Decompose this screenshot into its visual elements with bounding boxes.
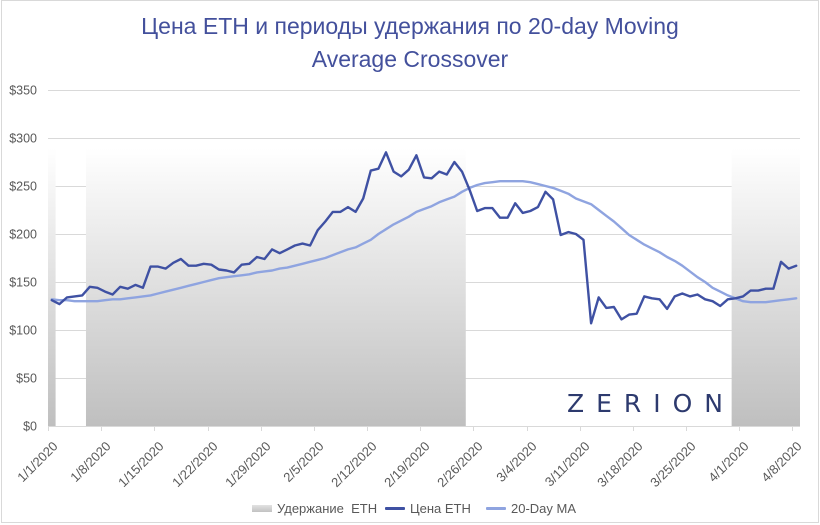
holding-period-bar: [48, 147, 56, 426]
y-axis-labels: $0 $50 $100 $150 $200 $250 $300 $350: [9, 84, 37, 434]
y-tick-label: $150: [9, 276, 37, 290]
chart-title-line-1: Цена ETH и периоды удержания по 20-day M…: [141, 13, 679, 39]
series-lines: [50, 151, 798, 325]
x-tick-label: 4/1/2020: [705, 439, 751, 485]
legend-swatch-holding-bar-icon: [252, 504, 272, 512]
x-tick-label: 1/29/2020: [222, 439, 274, 491]
eth-price-line: [50, 151, 798, 325]
y-tick-label: $300: [9, 132, 37, 146]
x-axis: [48, 426, 800, 431]
x-axis-labels: 1/1/2020 1/8/2020 1/15/2020 1/22/2020 1/29/2…: [14, 439, 804, 491]
x-tick-label: 1/15/2020: [115, 439, 167, 491]
legend-item-eth-price: Цена ETH: [385, 498, 471, 518]
y-tick-label: $250: [9, 180, 37, 194]
x-tick-label: 4/8/2020: [758, 439, 804, 485]
x-tick-label: 3/4/2020: [493, 439, 539, 485]
x-tick-label: 2/5/2020: [280, 439, 326, 485]
legend-swatch-ma-line-icon: [486, 506, 506, 510]
y-tick-label: $350: [9, 84, 37, 98]
legend-label-ma: 20-Day MA: [511, 500, 577, 516]
legend-item-ma: 20-Day MA: [486, 498, 576, 518]
holding-period-bar: [731, 147, 800, 426]
y-tick-label: $200: [9, 228, 37, 242]
ma-20-day-line: [50, 179, 798, 304]
x-tick-label: 2/26/2020: [434, 439, 486, 491]
x-tick-label: 3/11/2020: [542, 439, 593, 490]
x-tick-label: 2/19/2020: [381, 439, 433, 491]
holding-periods: [48, 147, 800, 426]
x-tick-label: 3/18/2020: [594, 439, 646, 491]
y-tick-label: $0: [23, 420, 37, 434]
x-tick-label: 1/1/2020: [14, 439, 60, 485]
zerion-watermark-logo: ZERION: [567, 389, 723, 418]
chart-legend: Удержание ETH Цена ETH 20-Day MA: [0, 498, 820, 518]
x-tick-label: 1/22/2020: [169, 439, 221, 491]
holding-period-bar: [85, 147, 466, 426]
x-tick-label: 3/25/2020: [647, 439, 699, 491]
legend-item-holding: Удержание ETH: [252, 498, 377, 518]
y-tick-label: $50: [16, 372, 37, 386]
legend-swatch-price-line-icon: [385, 506, 405, 510]
x-tick-label: 1/8/2020: [67, 439, 113, 485]
chart-title-line-2: Average Crossover: [311, 46, 509, 72]
y-tick-label: $100: [9, 324, 37, 338]
legend-label-holding: Удержание ETH: [277, 500, 378, 516]
x-tick-label: 2/12/2020: [328, 439, 380, 491]
legend-label-eth-price: Цена ETH: [410, 500, 471, 516]
chart-title: Цена ETH и периоды удержания по 20-day M…: [0, 10, 820, 76]
